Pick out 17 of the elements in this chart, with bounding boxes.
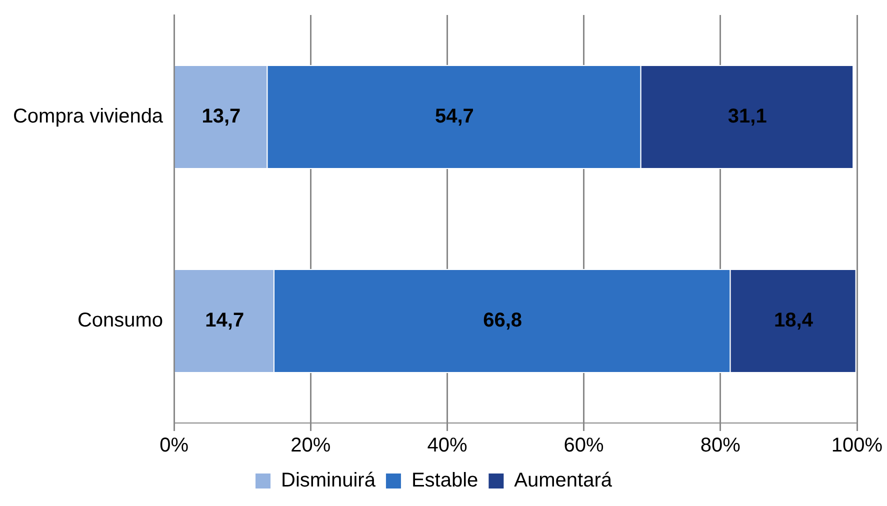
data-label: 31,1 [728, 106, 767, 128]
legend-label: Aumentará [514, 470, 613, 492]
data-label: 13,7 [202, 106, 241, 128]
x-tick-label: 0% [160, 434, 189, 457]
data-label: 66,8 [483, 310, 522, 332]
legend-label: Estable [411, 470, 478, 492]
y-tick-label: Compra vivienda [12, 106, 164, 128]
x-tick-label: 40% [427, 434, 468, 457]
data-label: 14,7 [205, 310, 244, 332]
data-label: 18,4 [774, 310, 814, 332]
x-tick-label: 20% [290, 434, 331, 457]
x-tick-label: 100% [831, 434, 883, 457]
x-tick-label: 60% [564, 434, 604, 457]
y-tick-label: Consumo [77, 310, 164, 332]
legend-label: Disminuirá [281, 470, 376, 492]
data-label: 54,7 [434, 106, 474, 128]
x-tick-label: 80% [700, 434, 741, 457]
